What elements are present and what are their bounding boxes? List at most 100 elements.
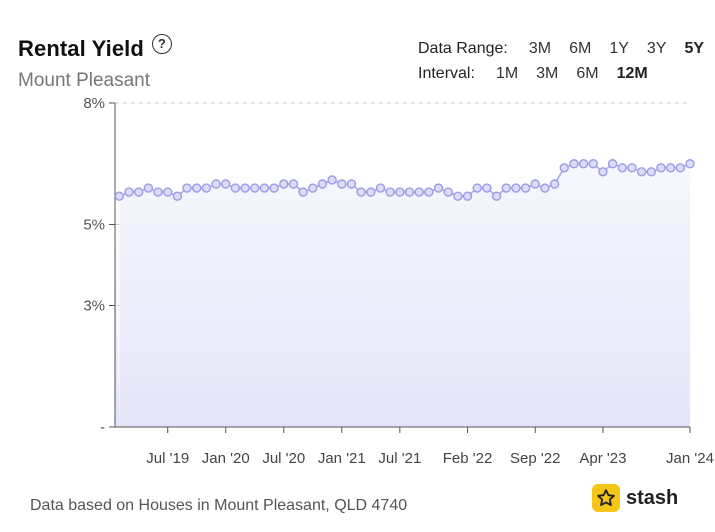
data-point xyxy=(433,183,444,193)
data-point xyxy=(114,191,125,201)
data-point xyxy=(133,187,144,197)
data-point xyxy=(288,179,299,189)
data-point xyxy=(646,167,657,177)
data-point xyxy=(337,179,347,189)
data-point xyxy=(675,163,686,173)
data-range-selector: Data Range: 3M 6M 1Y 3Y 5Y xyxy=(418,40,713,58)
data-point xyxy=(269,183,279,193)
data-point xyxy=(530,179,540,189)
data-point xyxy=(656,163,666,173)
x-tick-label: Jul '19 xyxy=(146,450,189,467)
data-point xyxy=(395,187,405,197)
x-tick-label: Sep '22 xyxy=(510,450,560,467)
y-tick-label: 8% xyxy=(83,95,105,112)
data-point xyxy=(192,183,202,193)
data-point xyxy=(414,187,424,197)
data-point xyxy=(298,187,308,197)
axis-layer xyxy=(114,103,691,433)
interval-label: Interval: xyxy=(418,65,475,82)
data-point xyxy=(279,179,289,189)
data-point xyxy=(385,187,395,197)
range-option-6m[interactable]: 6M xyxy=(569,40,592,57)
data-point xyxy=(230,183,241,193)
data-point xyxy=(182,183,192,193)
area-fill xyxy=(115,163,690,427)
data-point xyxy=(540,183,550,193)
data-point xyxy=(569,159,579,169)
data-point xyxy=(124,187,134,197)
data-point xyxy=(163,187,173,197)
data-point xyxy=(259,183,270,193)
data-point xyxy=(617,163,627,173)
brand-name: stash xyxy=(626,486,679,509)
x-tick-label: Jan '20 xyxy=(202,450,250,467)
data-range-label: Data Range: xyxy=(418,40,508,57)
data-point xyxy=(462,191,473,201)
question-circle-icon[interactable]: ? xyxy=(151,34,172,54)
data-point xyxy=(211,179,221,189)
data-point xyxy=(607,159,618,169)
data-point xyxy=(685,159,695,169)
data-point xyxy=(308,183,318,193)
range-option-3y[interactable]: 3Y xyxy=(646,40,667,57)
data-point xyxy=(327,175,337,185)
star-icon xyxy=(592,484,620,512)
data-point xyxy=(443,187,453,197)
data-point xyxy=(240,183,250,193)
data-point xyxy=(453,191,463,201)
data-point xyxy=(404,187,415,197)
data-source-note: Data based on Houses in Mount Pleasant, … xyxy=(30,497,408,514)
data-point xyxy=(636,167,647,177)
range-option-3m[interactable]: 3M xyxy=(528,40,552,57)
grid-layer xyxy=(109,102,690,428)
data-point xyxy=(627,163,637,173)
brand-logo[interactable]: stash xyxy=(592,484,678,512)
interval-option-12m[interactable]: 12M xyxy=(616,65,648,82)
data-point xyxy=(317,179,328,189)
data-point xyxy=(424,187,434,197)
x-tick-label: Jan '24 xyxy=(666,450,714,467)
data-point xyxy=(598,167,608,177)
data-point xyxy=(221,179,231,189)
x-tick-label: Apr '23 xyxy=(579,450,626,467)
data-point xyxy=(366,187,376,197)
x-tick-label: Feb '22 xyxy=(443,450,493,467)
page-title: Rental Yield xyxy=(18,36,144,61)
data-point xyxy=(549,179,560,189)
range-option-1y[interactable]: 1Y xyxy=(609,40,629,57)
data-point xyxy=(588,159,598,169)
x-tick-label: Jul '21 xyxy=(378,450,421,467)
y-tick-label: - xyxy=(100,419,105,436)
data-point xyxy=(172,191,183,201)
interval-option-6m[interactable]: 6M xyxy=(576,65,599,82)
data-point xyxy=(520,183,531,193)
data-point xyxy=(375,183,386,193)
y-tick-label: 3% xyxy=(83,298,105,315)
title-row: Rental Yield ? xyxy=(18,34,172,62)
location-subtitle: Mount Pleasant xyxy=(18,70,151,91)
data-point xyxy=(491,191,502,201)
data-point xyxy=(356,187,366,197)
data-point xyxy=(578,159,589,169)
data-point xyxy=(511,183,521,193)
data-point xyxy=(472,183,482,193)
interval-selector: Interval: 1M 3M 6M 12M xyxy=(418,65,657,83)
x-tick-label: Jul '20 xyxy=(262,450,305,467)
data-point xyxy=(250,183,260,193)
data-point xyxy=(143,183,154,193)
data-point xyxy=(153,187,163,197)
y-tick-label: 5% xyxy=(83,217,105,234)
interval-option-3m[interactable]: 3M xyxy=(536,65,559,82)
data-point xyxy=(559,163,569,173)
x-tick-label: Jan '21 xyxy=(318,450,366,467)
data-point xyxy=(346,179,357,189)
marker-layer xyxy=(114,159,695,201)
label-layer: - 3% 5% 8% Jul '19 Jan '20 Jul '20 Jan '21 Jul '… xyxy=(83,95,714,467)
data-point xyxy=(201,183,212,193)
area-layer xyxy=(115,162,691,427)
range-option-5y[interactable]: 5Y xyxy=(684,40,705,57)
data-point xyxy=(665,163,676,173)
interval-option-1m[interactable]: 1M xyxy=(495,65,519,82)
data-point xyxy=(482,183,492,193)
